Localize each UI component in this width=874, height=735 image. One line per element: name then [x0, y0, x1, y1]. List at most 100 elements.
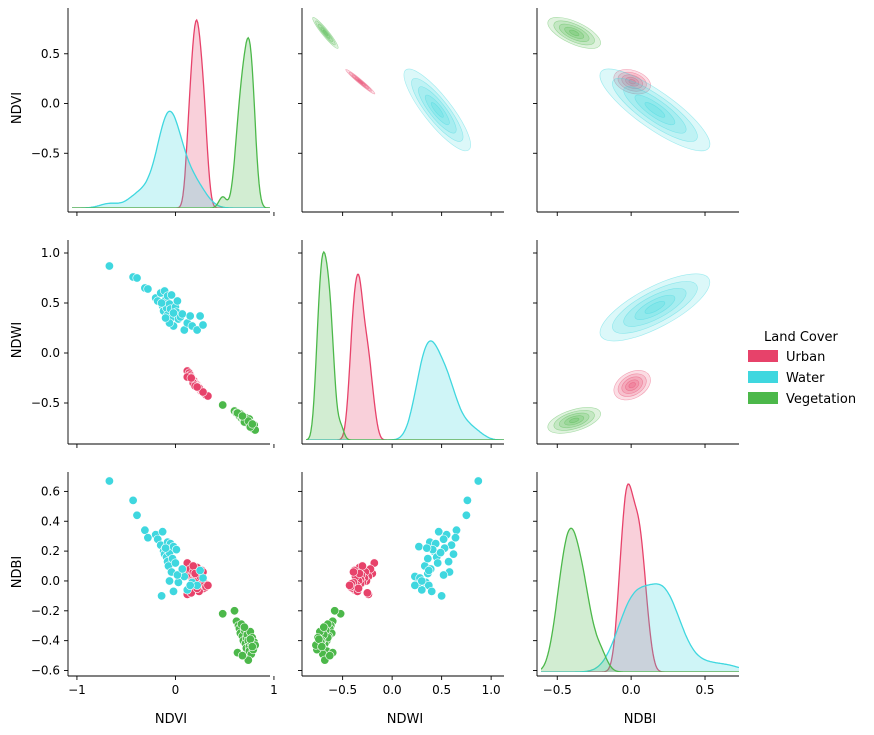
density-urban: [613, 69, 651, 95]
legend-swatch-vegetation: [748, 392, 778, 404]
kde-fill-vegetation: [306, 252, 504, 440]
scatter-point-water: [414, 542, 424, 552]
density-vegetation: [312, 17, 339, 49]
scatter-point-water: [185, 580, 195, 590]
x-tick-label: 1.0: [482, 683, 501, 697]
density-contour-vegetation: [564, 26, 585, 39]
scatter-point-water: [171, 545, 181, 555]
density-contour-water: [634, 294, 676, 320]
scatter-point-vegetation: [237, 651, 247, 661]
kde-fill-water: [72, 111, 270, 208]
kde-line-water: [72, 110, 270, 208]
y-tick-label: 0.6: [41, 484, 60, 498]
scatter-point-urban: [345, 580, 355, 590]
density-contour-water: [599, 273, 711, 342]
panel-ndwi-vs-ndbi: [533, 240, 739, 448]
scatter-point-urban: [203, 580, 213, 590]
x-tick-label: 0.5: [695, 683, 714, 697]
density-contour-vegetation: [322, 29, 329, 37]
y-tick-label: 0.0: [41, 346, 60, 360]
panel-plot-area: [306, 250, 504, 440]
scatter-point-water: [140, 525, 150, 535]
panel-ndvi-vs-ndbi: [533, 8, 739, 216]
panel-plot-area: [547, 17, 711, 152]
density-contour-urban: [621, 376, 643, 394]
x-tick-label: 1: [270, 683, 278, 697]
density-contour-water: [623, 86, 687, 134]
scatter-point-water: [462, 495, 472, 505]
density-contour-vegetation: [315, 20, 336, 46]
scatter-point-water: [439, 534, 449, 544]
panel-plot-area: [104, 261, 260, 435]
scatter-point-water: [143, 284, 153, 294]
scatter-point-water: [185, 311, 195, 321]
panel-ndbi-vs-ndwi: −0.5 0.0 0.5 1.0: [298, 472, 504, 697]
scatter-point-water: [461, 510, 471, 520]
density-contour-water: [403, 68, 471, 152]
density-water: [403, 68, 471, 152]
density-contour-water: [623, 287, 687, 327]
scatter-point-water: [165, 576, 175, 586]
scatter-point-water: [439, 570, 449, 580]
scatter-point-water: [424, 565, 434, 575]
scatter-point-urban: [362, 588, 372, 598]
y-tick-label: −0.2: [31, 604, 60, 618]
y-tick-label: 0.5: [41, 296, 60, 310]
density-contour-water: [411, 78, 464, 142]
x-tick-label: 0: [172, 683, 180, 697]
x-tick-label: −0.5: [328, 683, 357, 697]
scatter-point-vegetation: [330, 606, 340, 616]
scatter-point-water: [450, 533, 460, 543]
legend-swatch-urban: [748, 350, 778, 362]
y-tick-label: 1.0: [41, 246, 60, 260]
scatter-point-water: [170, 558, 180, 568]
panel-plot-area: [312, 17, 471, 152]
scatter-point-water: [167, 290, 177, 300]
x-tick-label: 0.0: [622, 683, 641, 697]
x-axis-label-ndwi: NDWI: [387, 712, 423, 727]
density-contour-urban: [628, 79, 636, 85]
scatter-point-water: [132, 510, 142, 520]
scatter-point-vegetation: [317, 642, 327, 652]
density-contour-vegetation: [553, 410, 595, 431]
panel-ndvi-vs-ndvi: −0.5 0.0 0.5: [31, 8, 275, 216]
density-contour-urban: [357, 79, 364, 85]
scatter-point-water: [104, 261, 114, 271]
density-contour-urban: [613, 370, 651, 401]
scatter-point-urban: [348, 567, 358, 577]
density-contour-vegetation: [558, 23, 590, 43]
scatter-point-water: [417, 576, 427, 586]
scatter-point-water: [198, 320, 208, 330]
panel-ndwi-vs-ndwi: [298, 240, 504, 448]
kde-fill-urban: [306, 274, 504, 440]
legend-swatch-water: [748, 371, 778, 383]
density-contour-urban: [348, 71, 372, 92]
density-contour-vegetation: [553, 20, 595, 46]
scatter-point-water: [128, 495, 138, 505]
y-tick-label: −0.5: [31, 146, 60, 160]
scatter-point-vegetation: [319, 622, 329, 632]
scatter-point-urban: [357, 561, 367, 571]
scatter-point-water: [177, 309, 187, 319]
scatter-point-water: [444, 557, 454, 567]
density-contour-water: [644, 102, 666, 118]
scatter-point-water: [410, 580, 420, 590]
y-tick-label: 0.0: [41, 574, 60, 588]
density-urban: [345, 69, 376, 95]
scatter-point-water: [161, 543, 171, 553]
density-contour-water: [430, 102, 444, 118]
scatter-point-vegetation: [237, 411, 247, 421]
density-contour-water: [418, 86, 457, 134]
density-contour-urban: [628, 382, 636, 389]
scatter-point-urban: [186, 373, 196, 383]
scatter-point-vegetation: [245, 634, 255, 644]
scatter-point-water: [427, 586, 437, 596]
y-tick-label: 0.0: [41, 97, 60, 111]
scatter-point-water: [192, 325, 202, 335]
density-contour-vegetation: [547, 407, 601, 434]
scatter-point-water: [422, 543, 432, 553]
scatter-point-vegetation: [325, 651, 335, 661]
density-urban: [613, 370, 651, 401]
density-contour-water: [612, 281, 698, 334]
